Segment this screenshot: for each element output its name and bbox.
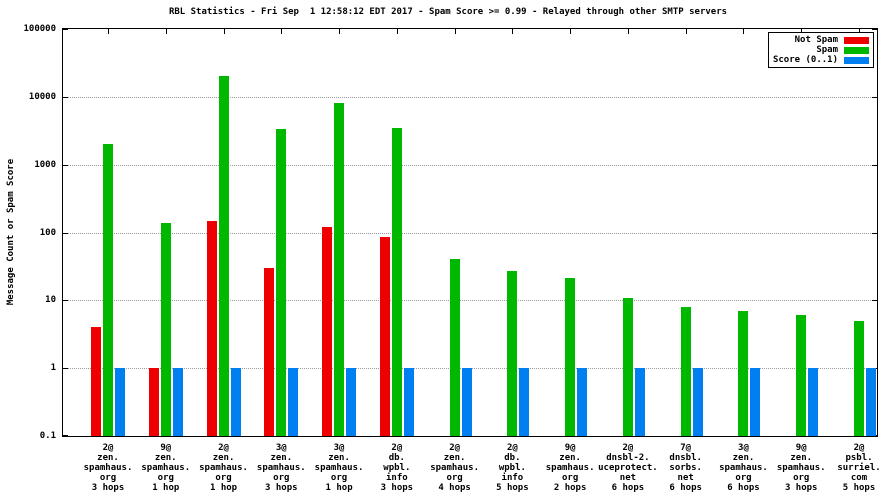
- bar-not-spam: [149, 368, 159, 436]
- x-tick-label: 3@ zen. spamhaus. org 1 hop: [314, 443, 364, 493]
- bar-not-spam: [207, 220, 217, 436]
- x-axis-tick: [165, 29, 167, 34]
- bar-spam: [681, 306, 691, 436]
- bar-score-0-1: [231, 368, 241, 436]
- bar-score-0-1: [115, 368, 125, 436]
- x-tick-label: 2@ db. wpbl. info 3 hops: [380, 443, 414, 493]
- bar-spam: [854, 320, 864, 436]
- bar-score-0-1: [808, 368, 818, 436]
- bar-spam: [161, 222, 171, 436]
- x-axis-tick: [627, 29, 629, 34]
- bar-score-0-1: [577, 368, 587, 436]
- bar-score-0-1: [288, 368, 298, 436]
- bar-spam: [392, 127, 402, 436]
- x-axis-tick: [223, 29, 225, 34]
- bar-spam: [738, 310, 748, 436]
- legend-item: Spam: [773, 45, 869, 55]
- y-axis-tick: [63, 300, 68, 302]
- legend-item: Not Spam: [773, 35, 869, 45]
- x-axis-tick: [801, 29, 803, 34]
- bar-spam: [507, 271, 517, 436]
- bar-score-0-1: [866, 368, 876, 436]
- bar-score-0-1: [173, 368, 183, 436]
- x-tick-label: 2@ dnsbl-2. uceprotect. net 6 hops: [598, 443, 658, 493]
- legend-label: Score (0..1): [772, 55, 838, 65]
- bar-score-0-1: [462, 368, 472, 436]
- y-tick-label: 10: [45, 295, 56, 306]
- x-tick-label: 9@ zen. spamhaus. org 1 hop: [141, 443, 191, 493]
- bar-spam: [103, 144, 113, 436]
- bar-score-0-1: [404, 368, 414, 436]
- x-axis-tick: [108, 29, 109, 34]
- legend-label: Not Spam: [794, 35, 838, 45]
- y-axis-tick: [872, 96, 877, 98]
- x-axis-tick: [570, 29, 572, 34]
- y-axis-tick: [872, 300, 877, 302]
- bar-not-spam: [91, 327, 101, 436]
- bar-spam: [334, 103, 344, 436]
- x-tick-label: 2@ zen. spamhaus. org 1 hop: [199, 443, 248, 493]
- x-axis-tick: [743, 29, 745, 34]
- bar-score-0-1: [635, 368, 645, 436]
- x-axis-tick: [396, 29, 398, 34]
- x-tick-label: 2@ psbl. surriel. com 5 hops: [837, 443, 881, 493]
- chart-title: RBL Statistics - Fri Sep 1 12:58:12 EDT …: [168, 7, 728, 17]
- y-axis-tick: [63, 368, 68, 370]
- y-tick-label: 1: [50, 363, 56, 374]
- bar-score-0-1: [693, 368, 703, 436]
- bar-score-0-1: [750, 368, 760, 436]
- x-tick-label: 3@ zen. spamhaus. org 3 hops: [256, 443, 306, 493]
- bar-spam: [219, 76, 229, 436]
- bar-spam: [450, 259, 460, 436]
- legend-swatch: [844, 36, 869, 44]
- x-axis-tick: [859, 29, 860, 34]
- y-tick-label: 10000: [28, 91, 56, 102]
- bar-spam: [276, 129, 286, 436]
- bar-not-spam: [322, 227, 332, 436]
- y-axis-tick: [872, 232, 877, 234]
- x-tick-label: 2@ db. wpbl. info 5 hops: [496, 443, 529, 493]
- legend-item: Score (0..1): [773, 55, 869, 65]
- bar-spam: [623, 297, 633, 436]
- x-axis-tick: [454, 29, 456, 34]
- y-axis-tick: [63, 164, 68, 166]
- bar-not-spam: [264, 267, 274, 436]
- x-axis-tick: [512, 29, 514, 34]
- y-axis-tick: [872, 164, 877, 166]
- gridline: [63, 96, 877, 98]
- y-tick-label: 0.1: [39, 431, 56, 441]
- x-tick-label: 2@ zen. spamhaus. org 3 hops: [83, 443, 133, 493]
- gridline: [63, 300, 877, 302]
- gridline: [63, 164, 877, 166]
- y-tick-label: 100000: [23, 24, 56, 34]
- y-axis-tick: [63, 96, 68, 98]
- y-tick-label: 1000: [34, 159, 56, 170]
- legend: Not Spam Spam Score (0..1): [767, 32, 874, 68]
- legend-swatch: [844, 56, 869, 64]
- bar-score-0-1: [346, 368, 356, 436]
- y-axis-tick: [872, 29, 877, 30]
- bar-not-spam: [380, 237, 390, 436]
- x-tick-label: 2@ zen. spamhaus. org 4 hops: [430, 443, 479, 493]
- y-tick-label: 100: [39, 227, 56, 238]
- x-tick-label: 9@ zen. spamhaus. org 3 hops: [776, 443, 826, 493]
- plot-area: Not Spam Spam Score (0..1): [62, 28, 878, 437]
- x-axis-tick: [685, 29, 687, 34]
- bar-spam: [796, 315, 806, 436]
- y-axis-tick: [63, 232, 68, 234]
- legend-swatch: [844, 46, 869, 54]
- x-tick-label: 7@ dnsbl. sorbs. net 6 hops: [669, 443, 702, 493]
- x-axis-tick: [339, 29, 341, 34]
- x-axis-tick: [281, 29, 283, 34]
- y-axis-tick: [63, 29, 68, 30]
- y-axis-tick: [63, 435, 68, 436]
- gridline: [63, 232, 877, 234]
- bar-spam: [565, 278, 575, 436]
- legend-label: Spam: [816, 45, 838, 55]
- bar-score-0-1: [519, 368, 529, 436]
- x-tick-label: 3@ zen. spamhaus. org 6 hops: [719, 443, 768, 493]
- x-tick-label: 9@ zen. spamhaus. org 2 hops: [545, 443, 595, 493]
